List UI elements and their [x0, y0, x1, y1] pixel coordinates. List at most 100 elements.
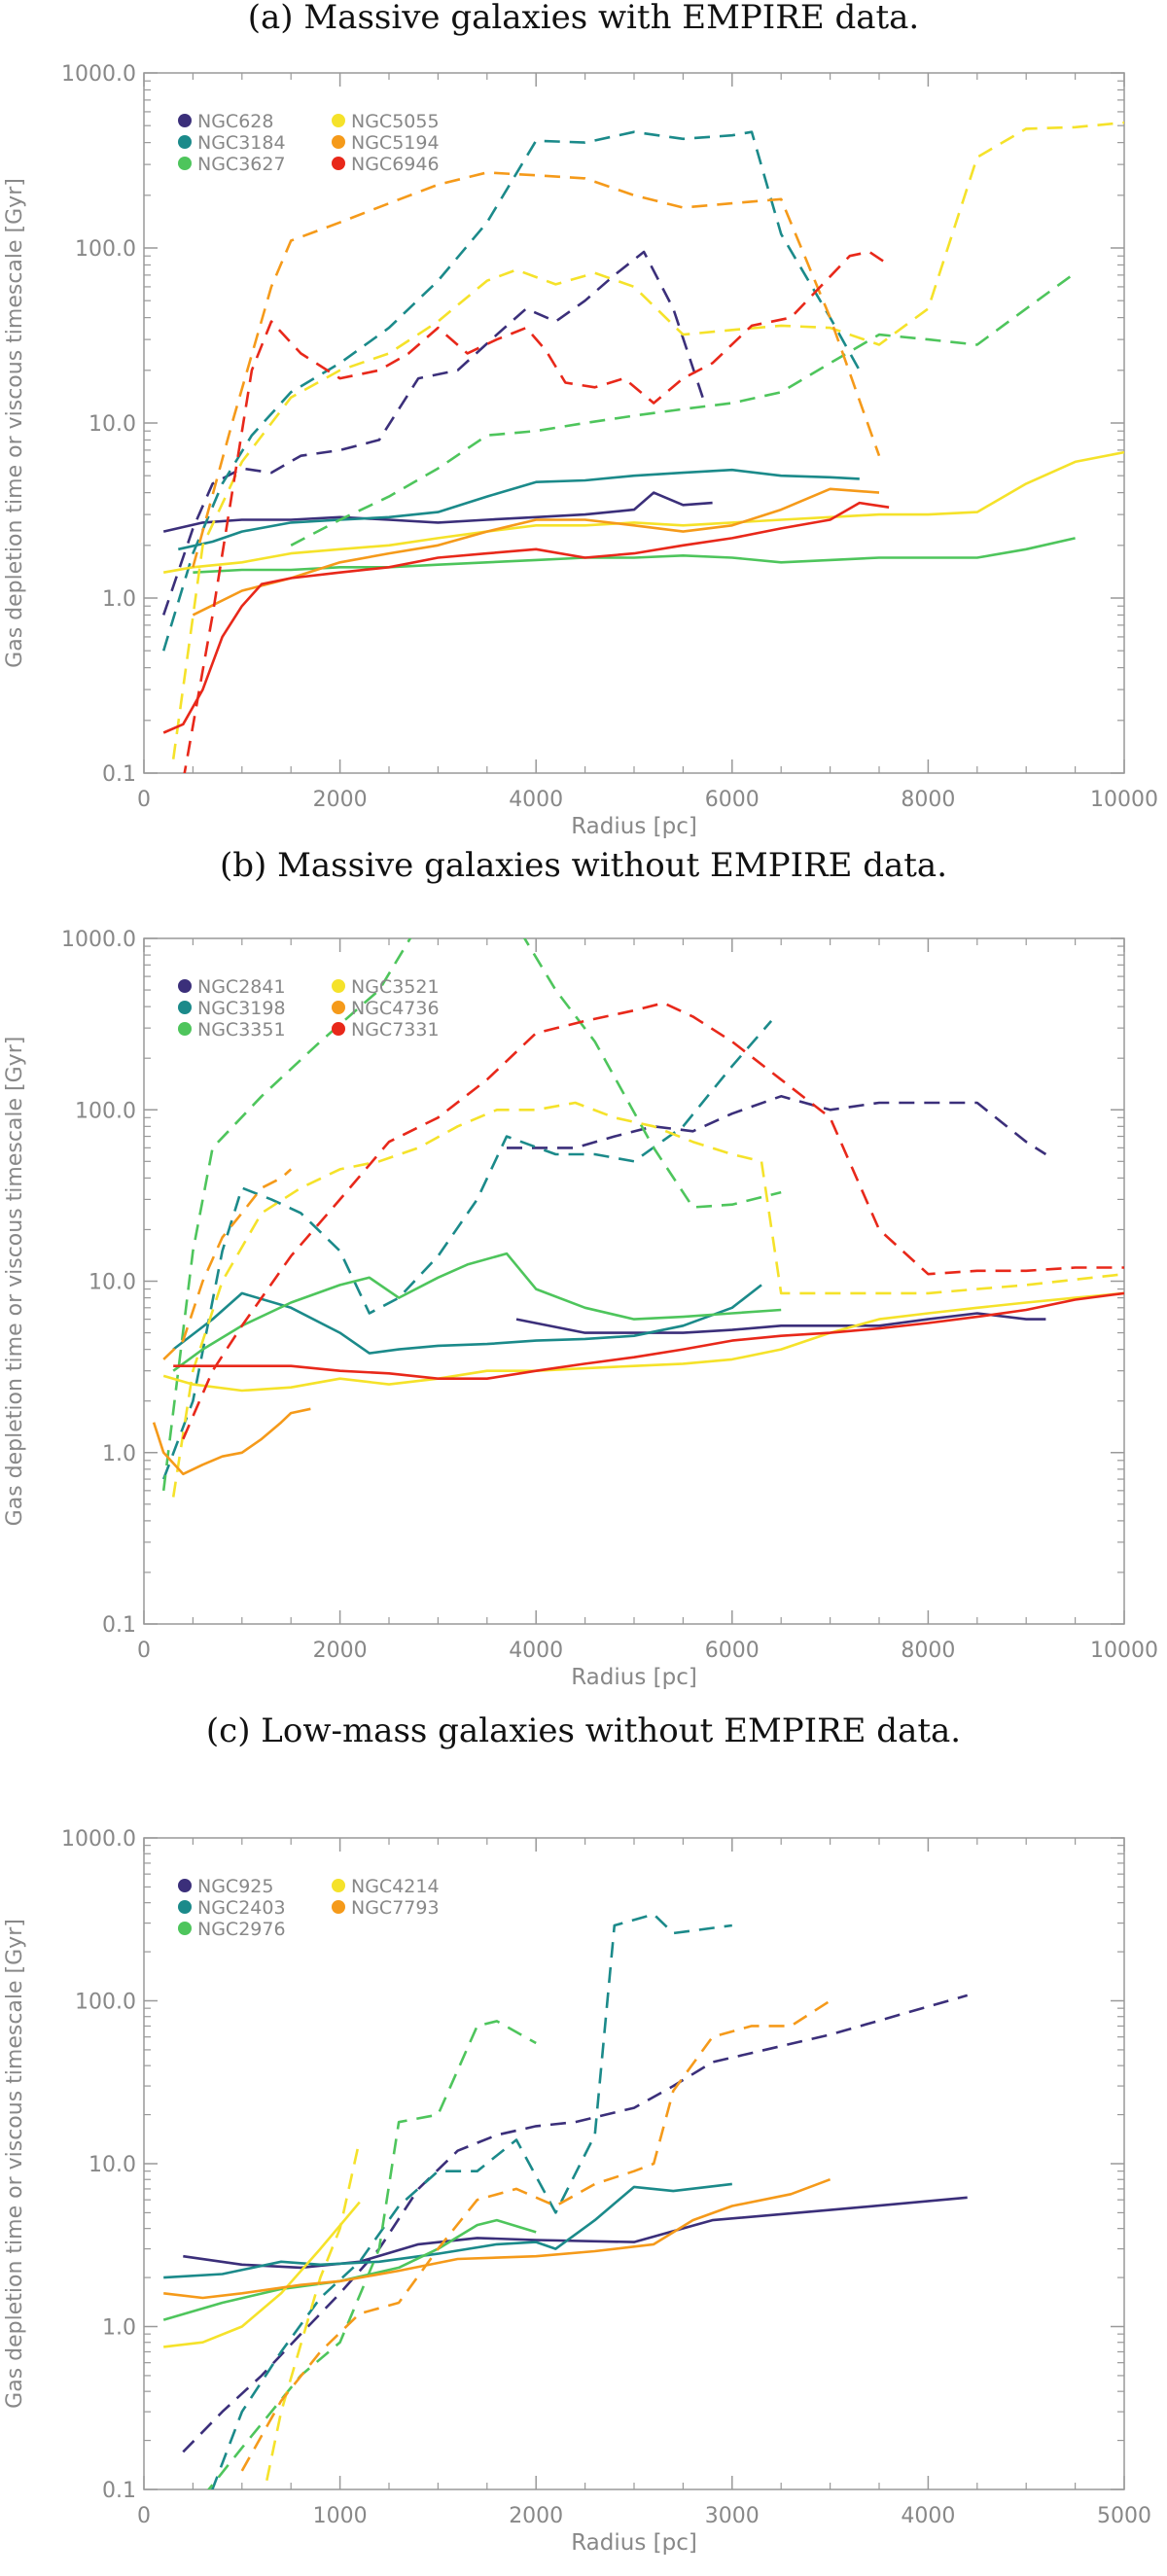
chart-b: 0 2000 4000 6000 8000 10000 0.1 1.0 10.0 100.0 100…	[3, 928, 1158, 1690]
x-axis-label: Radius [pc]	[571, 2530, 697, 2556]
y-axis-label: Gas depletion time or viscous timescale …	[3, 178, 27, 668]
legend-marker	[178, 1001, 192, 1014]
series-line-ngc5194-dashed	[192, 171, 881, 568]
legend-marker	[332, 1001, 345, 1014]
y-tick-label: 1.0	[102, 587, 136, 612]
x-tick-label: 3000	[705, 2504, 760, 2528]
legend-marker	[332, 979, 345, 993]
x-tick-label: 8000	[901, 1639, 955, 1663]
series-line-ngc7793-dashed	[240, 1999, 831, 2472]
legend-label: NGC3184	[197, 132, 286, 154]
series-line-ngc3198-solid	[172, 1284, 762, 1355]
series-line-ngc2403-solid	[163, 2182, 732, 2279]
legend-marker	[178, 1900, 192, 1914]
x-tick-label: 2000	[313, 1639, 368, 1663]
y-tick-label: 0.1	[102, 1613, 136, 1638]
legend-label: NGC2841	[197, 976, 286, 998]
x-tick-label: 2000	[313, 788, 368, 812]
x-tick-label: 1000	[313, 2504, 368, 2528]
x-tick-label: 4000	[901, 2504, 955, 2528]
y-axis-label: Gas depletion time or viscous timescale …	[3, 1037, 27, 1527]
x-tick-label: 6000	[705, 788, 760, 812]
chart-a: 0 2000 4000 6000 8000 10000 0.1 1.0 10.0 100.0 100…	[3, 62, 1158, 839]
series-line-ngc6946-solid	[162, 501, 890, 734]
series-line-ngc5194-solid	[192, 487, 880, 617]
legend-label: NGC2976	[197, 1919, 286, 1940]
y-tick-label: 100.0	[75, 1099, 136, 1123]
series-line-ngc2976-solid	[162, 2218, 537, 2321]
x-axis-label: Radius [pc]	[571, 814, 697, 839]
legend-label: NGC7793	[351, 1897, 440, 1919]
y-tick-label: 1000.0	[61, 1827, 136, 1852]
series-line-ngc6946-dashed	[183, 250, 890, 773]
panel-c-title: (c) Low-mass galaxies without EMPIRE dat…	[205, 1711, 962, 1750]
series-line-ngc3521-solid	[162, 1291, 1124, 1393]
legend-label: NGC4214	[351, 1876, 440, 1897]
x-tick-label: 10000	[1090, 1639, 1158, 1663]
series-line-ngc3627-solid	[193, 537, 1076, 574]
y-axis-label: Gas depletion time or viscous timescale …	[3, 1919, 27, 2409]
series-line-ngc3184-solid	[178, 468, 860, 551]
legend-marker	[178, 114, 192, 127]
legend-marker	[178, 157, 192, 170]
series-line-ngc4736-dashed	[162, 1168, 293, 1360]
series-line-ngc2976-dashed	[206, 2020, 537, 2489]
legend-marker	[178, 1879, 192, 1892]
legend-marker	[332, 114, 345, 127]
x-tick-label: 2000	[509, 2504, 563, 2528]
legend-marker	[332, 1022, 345, 1036]
y-tick-label: 100.0	[75, 237, 136, 262]
x-tick-label: 0	[137, 788, 151, 812]
legend-label: NGC3521	[351, 976, 440, 998]
x-tick-label: 8000	[901, 788, 955, 812]
x-tick-label: 10000	[1090, 788, 1158, 812]
y-tick-label: 1.0	[102, 1442, 136, 1466]
legend-marker	[332, 157, 345, 170]
legend-marker	[178, 1022, 192, 1036]
series-line-ngc5055-dashed	[171, 121, 1124, 759]
y-tick-label: 100.0	[75, 1991, 136, 2015]
legend-label: NGC5194	[351, 132, 440, 154]
series-line-ngc3198-dashed	[161, 1020, 773, 1480]
legend-label: NGC3198	[197, 998, 286, 1019]
x-tick-label: 0	[137, 2504, 151, 2528]
series-line-ngc7331-dashed	[182, 1002, 1124, 1440]
y-tick-label: 1000.0	[61, 62, 136, 87]
x-tick-label: 5000	[1097, 2504, 1151, 2528]
y-tick-label: 10.0	[88, 412, 136, 437]
series-line-ngc3184-dashed	[161, 130, 861, 652]
legend-label: NGC3627	[197, 154, 286, 175]
legend-marker	[178, 1922, 192, 1935]
y-tick-label: 1.0	[102, 2316, 136, 2341]
x-tick-label: 4000	[509, 1639, 563, 1663]
series-line-ngc925-solid	[183, 2196, 968, 2270]
legend-label: NGC6946	[351, 154, 440, 175]
x-axis-label: Radius [pc]	[571, 1665, 697, 1690]
series-line-ngc628-solid	[162, 491, 713, 533]
y-tick-label: 0.1	[102, 2479, 136, 2503]
legend-label: NGC628	[197, 111, 273, 132]
plot-frame	[143, 937, 1125, 1625]
series-line-ngc3351-solid	[172, 1252, 782, 1372]
x-tick-label: 0	[137, 1639, 151, 1663]
panel-b-title: (b) Massive galaxies without EMPIRE data…	[219, 846, 948, 885]
legend-label: NGC7331	[351, 1019, 440, 1041]
legend-marker	[332, 1900, 345, 1914]
legend-label: NGC2403	[197, 1897, 286, 1919]
legend-label: NGC925	[197, 1876, 273, 1897]
x-tick-label: 4000	[509, 788, 563, 812]
y-tick-label: 10.0	[88, 2153, 136, 2177]
series-line-ngc628-dashed	[161, 250, 704, 616]
y-tick-label: 10.0	[88, 1271, 136, 1295]
plot-frame	[143, 72, 1125, 774]
y-tick-label: 1000.0	[61, 928, 136, 952]
legend-label: NGC4736	[351, 998, 440, 1019]
plot-frame	[143, 1837, 1125, 2490]
series-line-ngc2841-dashed	[507, 1094, 1047, 1156]
series-line-ngc2841-solid	[515, 1312, 1046, 1334]
legend-label: NGC5055	[351, 111, 440, 132]
legend-marker	[332, 1879, 345, 1892]
